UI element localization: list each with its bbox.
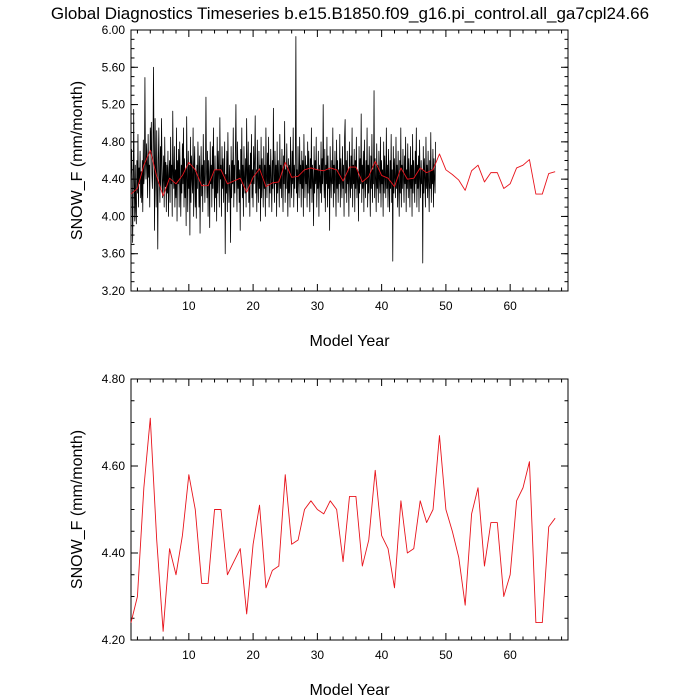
top-ytick-label: 6.00: [102, 23, 126, 37]
top-xtick-label: 30: [311, 299, 325, 313]
top-series-line-monthly: [130, 36, 436, 264]
top-ytick-label: 5.60: [102, 60, 126, 74]
bottom-xtick-label: 60: [503, 648, 517, 662]
top-xtick-label: 40: [375, 299, 389, 313]
top-yaxis-label: SNOW_F (mm/month): [69, 81, 86, 240]
bottom-panel: 4.20 4.40 4.60 4.80 10 20 30 40 50 60 Model Year SN…: [69, 372, 569, 699]
top-xtick-label: 10: [182, 299, 196, 313]
top-ytick-label: 5.20: [102, 98, 126, 112]
top-ytick-label: 4.80: [102, 135, 126, 149]
bottom-yaxis-label: SNOW_F (mm/month): [69, 430, 86, 589]
bottom-xtick-label: 20: [246, 648, 260, 662]
bottom-ytick-label: 4.80: [102, 372, 126, 386]
bottom-ytick-label: 4.20: [102, 633, 126, 647]
top-ytick-label: 4.40: [102, 172, 126, 186]
chart-title: Global Diagnostics Timeseries b.e15.B185…: [51, 4, 649, 23]
top-ytick-label: 4.00: [102, 209, 126, 223]
top-ytick-label: 3.20: [102, 284, 126, 298]
bottom-xtick-label: 10: [182, 648, 196, 662]
bottom-xtick-label: 30: [311, 648, 325, 662]
bottom-xtick-label: 40: [375, 648, 389, 662]
top-ytick-label: 3.60: [102, 247, 126, 261]
bottom-xaxis-label: Model Year: [309, 682, 390, 699]
top-xtick-label: 60: [503, 299, 517, 313]
top-panel: 3.20 3.60 4.00 4.40 4.80 5.20 5.60 6.00 10 20 30 40…: [69, 23, 569, 350]
top-xtick-label: 20: [246, 299, 260, 313]
top-xtick-label: 50: [439, 299, 453, 313]
bottom-ytick-label: 4.40: [102, 546, 126, 560]
bottom-ytick-label: 4.60: [102, 459, 126, 473]
bottom-series-line-annual: [130, 417, 556, 632]
top-series-line-annual: [130, 149, 556, 197]
bottom-xtick-label: 50: [439, 648, 453, 662]
top-xaxis-label: Model Year: [309, 333, 390, 350]
bottom-plot-frame: [130, 378, 569, 641]
